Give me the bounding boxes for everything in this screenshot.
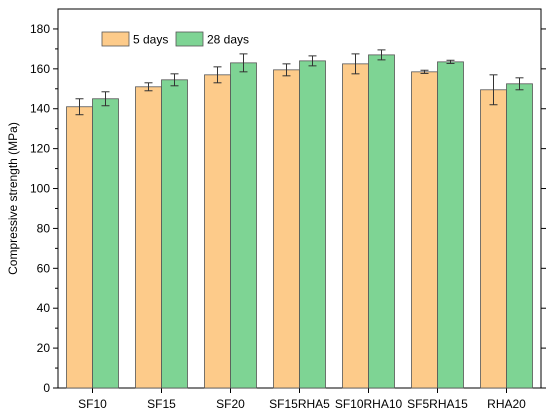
y-tick-label: 140 xyxy=(30,102,50,116)
y-tick-label: 100 xyxy=(30,182,50,196)
y-tick-label: 40 xyxy=(37,301,51,315)
bar-28-days-rha20 xyxy=(506,83,533,389)
bar-28-days-sf15 xyxy=(161,79,188,389)
y-tick-label: 160 xyxy=(30,62,50,76)
legend-label-5-days: 5 days xyxy=(133,33,168,47)
error-bar xyxy=(420,69,429,74)
x-tick-label: SF5RHA15 xyxy=(407,397,468,411)
error-bars-group xyxy=(75,49,524,116)
x-tick-label: SF15RHA5 xyxy=(269,397,330,411)
x-tick-label: SF15 xyxy=(147,397,176,411)
error-bar xyxy=(446,59,455,64)
y-axis: 0 20 40 60 80 100 120 140 160 180 xyxy=(30,22,546,395)
bar-5-days-sf10rha10 xyxy=(342,63,369,389)
error-bar xyxy=(515,77,524,91)
bar-28-days-sf15rha5 xyxy=(299,60,326,389)
error-bar xyxy=(377,49,386,61)
x-tick-label: SF20 xyxy=(216,397,245,411)
y-tick-label: 0 xyxy=(43,381,50,395)
bar-5-days-rha20 xyxy=(480,89,507,389)
bar-5-days-sf15rha5 xyxy=(273,69,300,389)
error-bar xyxy=(308,55,317,67)
bar-28-days-sf20 xyxy=(230,62,257,389)
legend-swatch-5-days xyxy=(101,31,130,47)
error-bar xyxy=(101,91,110,107)
y-tick-label: 60 xyxy=(37,261,51,275)
error-bar xyxy=(489,74,498,106)
legend-swatch-28-days xyxy=(175,31,204,47)
bar-5-days-sf20 xyxy=(204,74,231,389)
error-bar xyxy=(75,98,84,116)
error-bar xyxy=(170,73,179,87)
error-bar xyxy=(239,53,248,73)
bar-28-days-sf5rha15 xyxy=(437,61,464,389)
bar-28-days-sf10rha10 xyxy=(368,54,395,389)
error-bar xyxy=(213,66,222,84)
bar-5-days-sf5rha15 xyxy=(411,71,438,389)
bar-series-group xyxy=(66,54,533,389)
y-tick-label: 180 xyxy=(30,22,50,36)
bar-5-days-sf15 xyxy=(135,86,162,389)
x-tick-label: SF10RHA10 xyxy=(335,397,403,411)
y-axis-title: Compressive strength (MPa) xyxy=(6,122,20,275)
x-axis: SF10 SF15 SF20 SF15RHA5 SF10RHA10 SF5RHA15 RHA… xyxy=(78,388,526,411)
legend-label-28-days: 28 days xyxy=(207,33,249,47)
x-tick-label: SF10 xyxy=(78,397,107,411)
error-bar xyxy=(351,53,360,75)
y-tick-label: 80 xyxy=(37,221,51,235)
legend: 5 days 28 days xyxy=(101,31,249,47)
error-bar xyxy=(282,63,291,77)
y-tick-label: 120 xyxy=(30,142,50,156)
error-bar xyxy=(144,82,153,92)
x-tick-label: RHA20 xyxy=(487,397,526,411)
y-tick-label: 20 xyxy=(37,341,51,355)
bar-28-days-sf10 xyxy=(92,98,119,389)
bar-5-days-sf10 xyxy=(66,106,93,389)
